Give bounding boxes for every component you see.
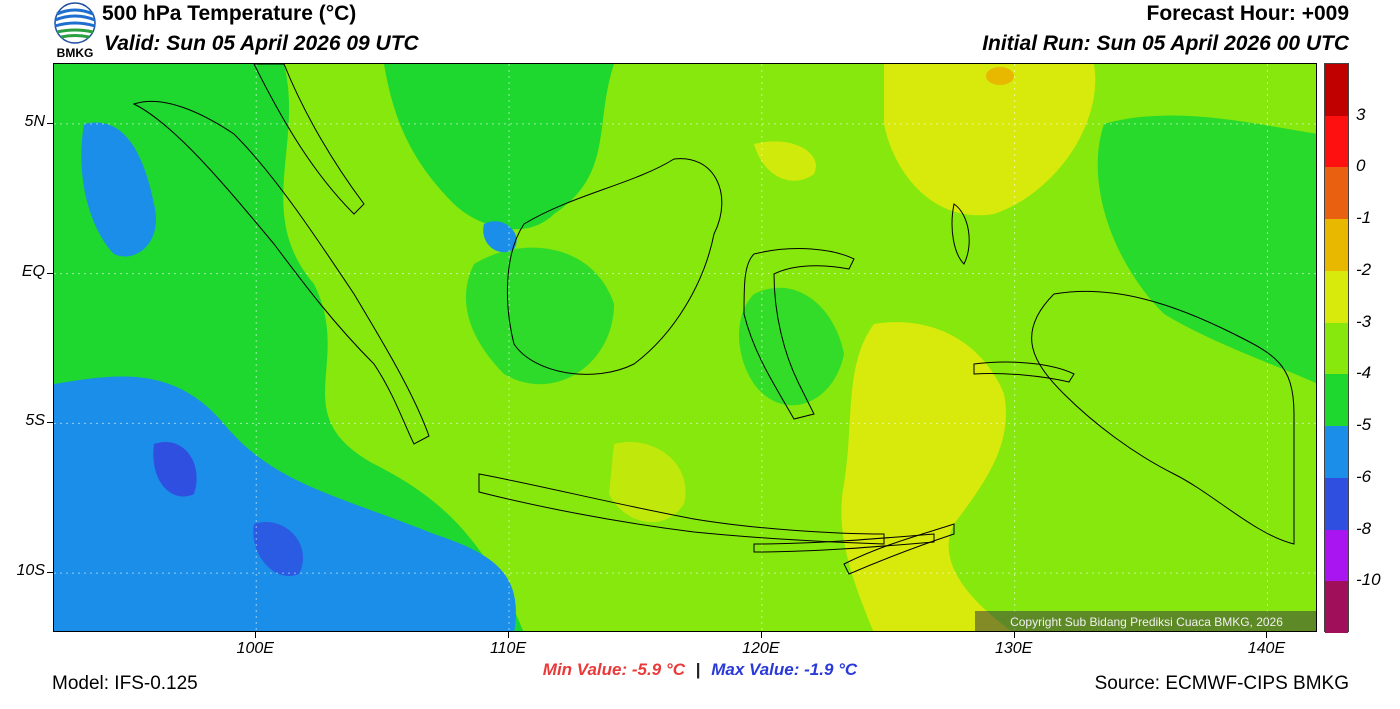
- coast-seram: [973, 361, 1075, 383]
- colorbar-label: -2: [1356, 259, 1372, 279]
- coast-nusatenggara: [753, 533, 935, 553]
- coast-malaysia: [253, 64, 365, 215]
- colorbar-label: -4: [1356, 363, 1372, 383]
- colorbar-segment: [1325, 64, 1348, 117]
- colorbar-segment: [1325, 581, 1348, 634]
- lat-label: 10S: [16, 562, 45, 580]
- map-title: 500 hPa Temperature (°C): [102, 2, 357, 25]
- lon-label: 110E: [489, 640, 527, 657]
- forecast-hour: Forecast Hour: +009: [1146, 2, 1350, 25]
- initial-run: Initial Run: Sun 05 April 2026 00 UTC: [982, 32, 1349, 55]
- field-green-sulawesi: [739, 287, 844, 406]
- temperature-map: Copyright Sub Bidang Prediksi Cuaca BMKG…: [53, 63, 1317, 632]
- coast-papua: [1031, 290, 1295, 545]
- field-green-borneo: [465, 247, 614, 385]
- colorbar-segment: [1325, 219, 1348, 272]
- colorbar-segment: [1325, 270, 1348, 324]
- colorbar: [1324, 63, 1349, 634]
- field-yellow-ne: [884, 64, 1096, 216]
- max-value: Max Value: -1.9 °C: [711, 660, 858, 679]
- field-yellow-mid: [754, 141, 816, 181]
- colorbar-label: 3: [1356, 104, 1366, 124]
- lon-label: 120E: [742, 640, 780, 657]
- colorbar-segment: [1325, 426, 1348, 479]
- lat-label: EQ: [21, 262, 45, 280]
- coast-sumatra: [132, 100, 430, 445]
- copyright-notice: Copyright Sub Bidang Prediksi Cuaca BMKG…: [975, 611, 1316, 631]
- colorbar-segment: [1325, 374, 1348, 427]
- lon-tick: [255, 632, 257, 638]
- field-blue-southwest: [54, 376, 516, 631]
- colorbar-label: -6: [1356, 466, 1372, 486]
- field-darkblue-2: [253, 522, 303, 576]
- colorbar-label: -10: [1356, 570, 1381, 590]
- field-blue-west: [81, 122, 156, 257]
- lat-tick: [47, 272, 53, 274]
- field-blue-north: [483, 221, 517, 253]
- coast-java: [478, 473, 885, 545]
- field-green-north: [384, 64, 614, 230]
- lon-tick: [508, 632, 510, 638]
- bmkg-logo: BMKG: [50, 2, 100, 60]
- coast-sulawesi: [743, 248, 855, 420]
- coast-halmahera: [951, 203, 970, 265]
- colorbar-label: -3: [1356, 311, 1372, 331]
- colorbar-label: 0: [1356, 156, 1366, 176]
- source-label: Source: ECMWF-CIPS BMKG: [1094, 673, 1349, 694]
- colorbar-segment: [1325, 477, 1348, 531]
- coast-timor: [843, 523, 955, 575]
- colorbar-label: -1: [1356, 208, 1372, 228]
- colorbar-segment: [1325, 167, 1348, 220]
- field-yellow-center: [841, 322, 1012, 631]
- colorbar-segment: [1325, 529, 1348, 582]
- colorbar-label: -8: [1356, 518, 1372, 538]
- lon-label: 100E: [236, 640, 274, 657]
- separator: |: [695, 660, 701, 679]
- colorbar-segment: [1325, 115, 1348, 168]
- field-yellow-south: [609, 442, 686, 523]
- lat-tick: [47, 572, 53, 574]
- lat-tick: [47, 122, 53, 124]
- model-label: Model: IFS-0.125: [52, 673, 198, 694]
- lat-label: 5N: [24, 112, 45, 130]
- lon-tick: [760, 632, 762, 638]
- lat-tick: [47, 422, 53, 424]
- colorbar-label: -5: [1356, 415, 1372, 435]
- field-green-east: [1097, 115, 1316, 384]
- valid-time: Valid: Sun 05 April 2026 09 UTC: [104, 32, 419, 55]
- lon-label: 140E: [1247, 640, 1286, 657]
- coast-borneo: [506, 158, 723, 375]
- field-darkblue-1: [153, 442, 197, 497]
- lon-tick: [1266, 632, 1268, 638]
- lat-label: 5S: [25, 412, 45, 430]
- min-max-values: Min Value: -5.9 °C | Max Value: -1.9 °C: [0, 660, 1400, 680]
- lon-tick: [1013, 632, 1015, 638]
- field-orange-spot: [986, 67, 1014, 85]
- logo-text: BMKG: [56, 46, 94, 60]
- lon-label: 130E: [994, 640, 1033, 657]
- colorbar-segment: [1325, 322, 1348, 375]
- min-value: Min Value: -5.9 °C: [542, 660, 685, 679]
